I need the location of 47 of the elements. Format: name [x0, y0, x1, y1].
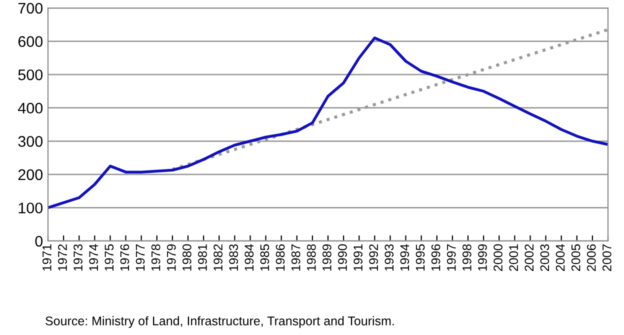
y-tick-label: 100: [18, 202, 43, 214]
y-tick-label: 200: [18, 169, 43, 180]
x-tick-label: 1974: [89, 244, 98, 271]
x-tick-label: 1982: [214, 244, 222, 271]
x-tick-label: 1986: [276, 244, 285, 271]
x-tick-label: 1999: [478, 244, 487, 271]
x-tick-label: 1984: [244, 244, 254, 271]
y-tick-label: 500: [18, 69, 43, 80]
x-tick-label: 2003: [540, 244, 550, 271]
x-tick-label: 2001: [509, 244, 518, 271]
x-tick-label: 2005: [571, 244, 580, 271]
x-tick-label: 1977: [136, 244, 145, 271]
y-tick-label: 300: [18, 136, 43, 147]
x-tick-label: 1985: [260, 244, 270, 271]
x-tick-label: 1978: [151, 244, 160, 271]
y-tick-label: 0: [35, 236, 43, 247]
x-tick-label: 2007: [602, 244, 612, 271]
x-tick-label: 1983: [229, 244, 238, 271]
x-tick-label: 1981: [198, 244, 207, 271]
y-tick-label: 400: [18, 102, 43, 114]
x-tick-label: 2000: [494, 244, 502, 271]
x-tick-label: 2002: [524, 244, 534, 271]
y-tick-label: 600: [18, 36, 43, 47]
source-note: Source: Ministry of Land, Infrastructure, Transport and Tourism.: [46, 316, 394, 328]
x-tick-label: 1992: [369, 244, 378, 271]
x-tick-label: 1980: [182, 244, 192, 271]
x-tick-label: 1993: [384, 244, 394, 271]
x-tick-label: 1996: [431, 244, 440, 271]
x-tick-label: 1995: [416, 244, 425, 271]
y-tick-label: 700: [18, 2, 43, 14]
x-tick-label: 1988: [306, 244, 316, 271]
x-tick-label: 1998: [462, 244, 472, 271]
x-tick-label: 1971: [42, 244, 52, 271]
x-tick-label: 1987: [291, 244, 300, 271]
x-tick-label: 2006: [586, 244, 596, 271]
x-tick-label: 1973: [74, 244, 82, 271]
x-tick-label: 1979: [166, 244, 176, 271]
line-series: [48, 36, 608, 210]
x-tick-label: 1997: [446, 244, 456, 271]
x-tick-label: 2004: [556, 244, 565, 271]
x-tick-label: 1975: [104, 244, 114, 271]
x-tick-label: 1994: [400, 244, 410, 271]
x-tick-label: 1991: [354, 244, 362, 271]
x-tick-label: 1990: [338, 244, 347, 271]
x-tick-label: 1972: [58, 244, 67, 271]
x-tick-label: 1976: [120, 244, 130, 271]
x-tick-label: 1989: [322, 244, 332, 271]
